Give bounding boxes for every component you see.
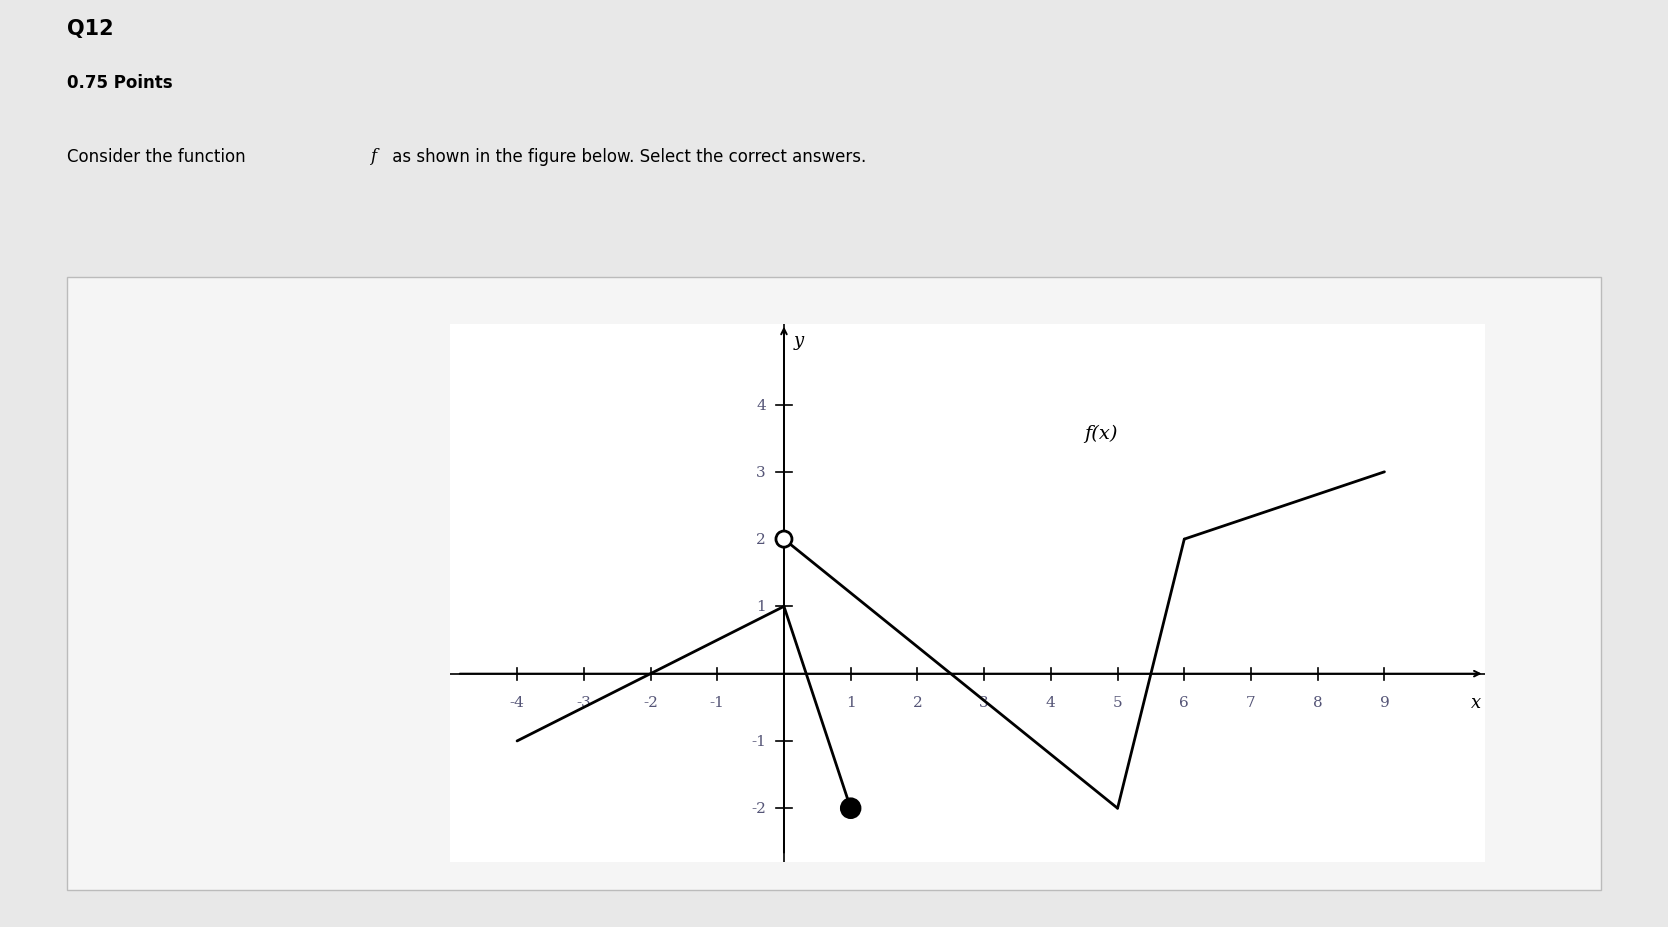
Text: as shown in the figure below. Select the correct answers.: as shown in the figure below. Select the… xyxy=(387,148,866,166)
Text: 1: 1 xyxy=(756,600,766,614)
Text: 5: 5 xyxy=(1113,694,1123,709)
Text: 4: 4 xyxy=(756,398,766,413)
Text: Consider the function: Consider the function xyxy=(67,148,250,166)
Text: 2: 2 xyxy=(912,694,922,709)
Text: y: y xyxy=(794,331,804,349)
Text: 0.75 Points: 0.75 Points xyxy=(67,74,172,92)
Text: f(x): f(x) xyxy=(1084,425,1118,443)
Text: 9: 9 xyxy=(1379,694,1389,709)
Text: -4: -4 xyxy=(510,694,524,709)
Text: 3: 3 xyxy=(756,465,766,479)
Text: -1: -1 xyxy=(711,694,724,709)
Text: -2: -2 xyxy=(644,694,657,709)
Text: x: x xyxy=(1471,693,1481,711)
Text: 7: 7 xyxy=(1246,694,1256,709)
Text: -2: -2 xyxy=(751,801,766,816)
Text: 1: 1 xyxy=(846,694,856,709)
Text: -1: -1 xyxy=(751,734,766,748)
Circle shape xyxy=(841,799,861,818)
Text: -3: -3 xyxy=(577,694,590,709)
Text: 4: 4 xyxy=(1046,694,1056,709)
Circle shape xyxy=(776,531,792,548)
Text: 6: 6 xyxy=(1179,694,1189,709)
Text: 8: 8 xyxy=(1313,694,1323,709)
Text: 2: 2 xyxy=(756,532,766,547)
Text: 3: 3 xyxy=(979,694,989,709)
Text: f: f xyxy=(370,148,377,165)
Text: Q12: Q12 xyxy=(67,19,113,39)
